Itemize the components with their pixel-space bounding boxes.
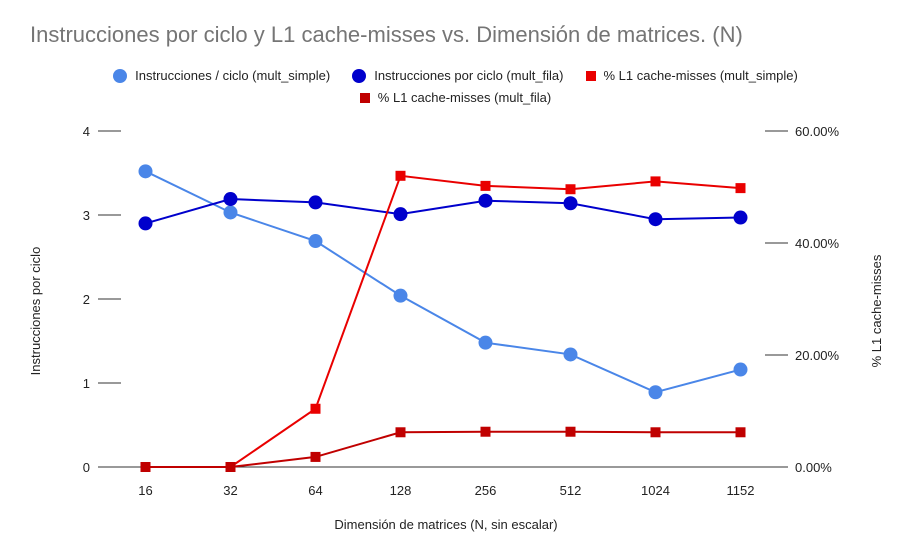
legend-square-marker	[585, 70, 596, 81]
data-point-series-3	[310, 451, 321, 462]
legend-item-misses-fila[interactable]: % L1 cache-misses (mult_fila)	[359, 90, 552, 105]
data-point-series-3	[395, 427, 406, 438]
legend-row-1: Instrucciones / ciclo (mult_simple) Inst…	[0, 68, 911, 83]
data-point-series-1	[648, 212, 663, 227]
data-point-series-3	[480, 426, 491, 437]
series-line-0	[145, 170, 741, 394]
y2-tick-label: 60.00%	[795, 124, 840, 139]
data-point-series-2	[395, 170, 406, 181]
data-point-series-0	[223, 205, 238, 220]
data-point-series-3	[565, 426, 576, 437]
legend-item-ipc-simple[interactable]: Instrucciones / ciclo (mult_simple)	[113, 68, 330, 83]
legend-row-2: % L1 cache-misses (mult_fila)	[0, 90, 911, 105]
data-point-series-0	[733, 362, 748, 377]
legend-square-marker	[359, 92, 370, 103]
data-point-series-2	[480, 180, 491, 191]
data-point-series-1	[478, 193, 493, 208]
data-point-series-0	[308, 234, 323, 249]
lines-layer	[145, 170, 741, 468]
data-point-series-2	[735, 183, 746, 194]
data-point-series-2	[565, 184, 576, 195]
chart-title: Instrucciones por ciclo y L1 cache-misse…	[30, 22, 743, 47]
legend-label: Instrucciones por ciclo (mult_fila)	[374, 68, 564, 83]
data-point-series-2	[650, 176, 661, 187]
x-tick-label: 128	[390, 483, 412, 498]
x-tick-label: 1024	[641, 483, 670, 498]
data-point-series-2	[310, 403, 321, 414]
series-line-1	[145, 198, 741, 225]
legend-label: Instrucciones / ciclo (mult_simple)	[135, 68, 331, 83]
data-point-series-1	[563, 196, 578, 211]
legend-item-ipc-fila[interactable]: Instrucciones por ciclo (mult_fila)	[352, 68, 564, 83]
legend-label: % L1 cache-misses (mult_simple)	[603, 68, 798, 83]
y-tick-label: 1	[83, 376, 90, 391]
y2-tick-label: 0.00%	[795, 460, 832, 475]
x-tick-label: 64	[308, 483, 322, 498]
data-point-series-3	[225, 462, 236, 472]
data-point-series-1	[733, 210, 748, 225]
x-axis-label: Dimensión de matrices (N, sin escalar)	[334, 517, 557, 532]
y-tick-label: 4	[83, 124, 90, 139]
legend-item-misses-simple[interactable]: % L1 cache-misses (mult_simple)	[585, 68, 798, 83]
y2-tick-label: 40.00%	[795, 236, 840, 251]
y2-axis-label: % L1 cache-misses	[869, 254, 884, 367]
y-tick-label: 2	[83, 292, 90, 307]
legend-circle-marker	[352, 68, 367, 83]
y-axis-label: Instrucciones por ciclo	[28, 247, 43, 376]
markers-layer	[138, 164, 748, 472]
y-tick-label: 0	[83, 460, 90, 475]
series-line-2	[145, 174, 741, 468]
legend-circle-marker	[113, 68, 128, 83]
x-tick-label: 256	[475, 483, 497, 498]
data-point-series-0	[563, 347, 578, 362]
data-point-series-3	[140, 462, 151, 472]
data-point-series-3	[650, 427, 661, 438]
x-tick-label: 1152	[727, 483, 755, 498]
y2-tick-label: 20.00%	[795, 348, 840, 363]
series-line-3	[145, 430, 741, 468]
data-point-series-1	[223, 192, 238, 207]
x-tick-label: 16	[138, 483, 152, 498]
data-point-series-0	[393, 288, 408, 303]
data-point-series-0	[478, 335, 493, 350]
legend-label: % L1 cache-misses (mult_fila)	[377, 90, 552, 105]
data-point-series-0	[648, 385, 663, 400]
data-point-series-0	[138, 164, 153, 179]
x-tick-label: 512	[560, 483, 582, 498]
data-point-series-1	[138, 216, 153, 231]
data-point-series-3	[735, 427, 746, 438]
data-point-series-1	[393, 207, 408, 222]
data-point-series-1	[308, 195, 323, 210]
x-tick-label: 32	[223, 483, 237, 498]
y-tick-label: 3	[83, 208, 90, 223]
